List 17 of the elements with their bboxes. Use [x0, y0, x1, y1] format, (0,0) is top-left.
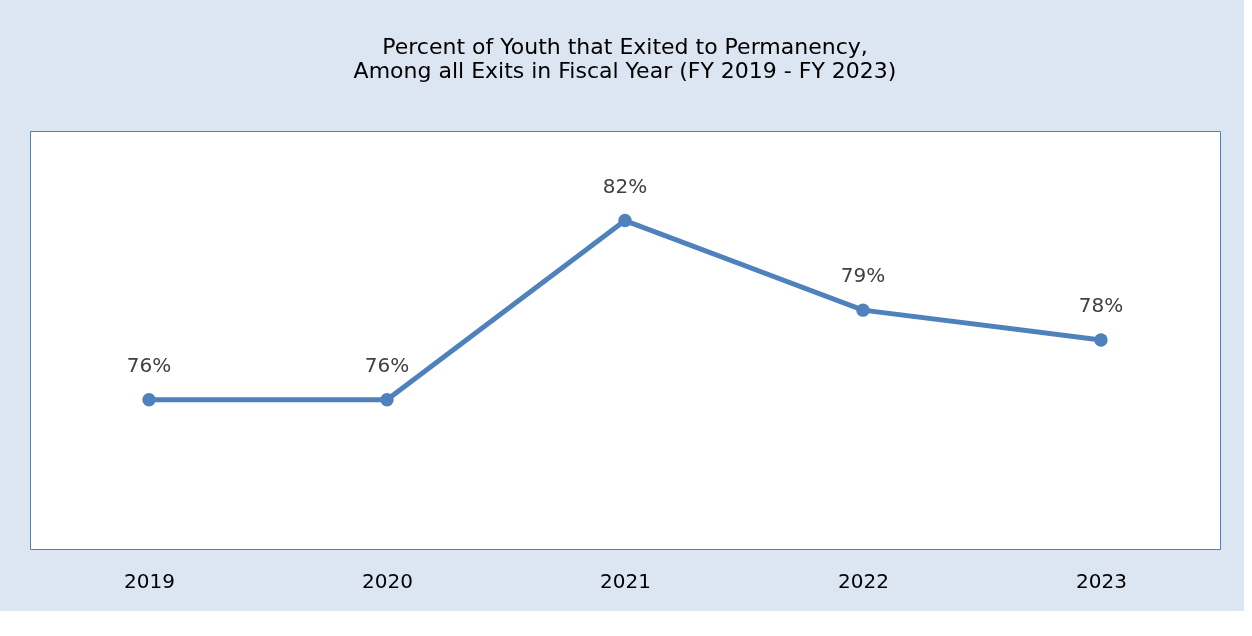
x-tick-label: 2022: [838, 568, 889, 593]
point: [618, 213, 632, 228]
data-label: 78%: [1078, 293, 1124, 317]
x-tick-label: 2020: [362, 568, 413, 593]
data-label: 82%: [602, 173, 648, 198]
text: Among all Exits in Fiscal Year (FY 2019 - FY 2023): [353, 58, 897, 83]
point: [1094, 333, 1108, 347]
data-label: 76%: [126, 352, 172, 377]
data-label: 76%: [364, 352, 410, 377]
data-label: 79%: [840, 263, 886, 288]
point: [380, 393, 394, 407]
x-tick-label: 2019: [124, 568, 175, 593]
text: Percent of Youth that Exited to Permanency,: [382, 34, 868, 59]
point: [856, 303, 870, 317]
point: [142, 393, 156, 407]
x-tick-label: 2021: [600, 568, 651, 593]
x-tick-label: 2023: [1076, 568, 1127, 593]
